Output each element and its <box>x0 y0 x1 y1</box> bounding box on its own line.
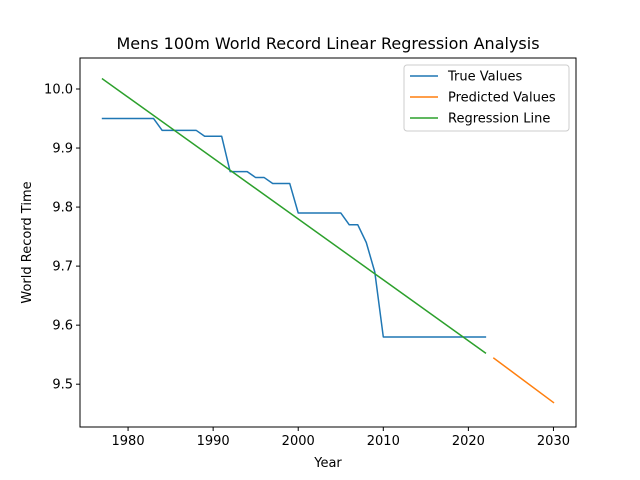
legend-label-0: True Values <box>447 70 522 85</box>
plot-frame <box>79 57 577 428</box>
plot-lines <box>101 77 555 404</box>
y-axis: 9.5 9.6 9.7 9.8 9.9 10.0 <box>44 82 80 393</box>
x-tick-label-0: 1980 <box>112 434 145 449</box>
legend-box <box>403 64 570 132</box>
x-tick-label-3: 2010 <box>367 434 400 449</box>
y-tick-label-2: 9.7 <box>52 260 73 275</box>
chart-title: Mens 100m World Record Linear Regression… <box>116 34 539 53</box>
y-tick-label-4: 9.9 <box>52 142 73 157</box>
x-tick-label-4: 2020 <box>452 434 485 449</box>
y-tick-label-3: 9.8 <box>52 201 73 216</box>
legend: True Values Predicted Values Regression Li… <box>403 64 570 132</box>
x-tick-label-2: 2000 <box>282 434 315 449</box>
legend-label-2: Regression Line <box>448 112 550 127</box>
x-axis: 1980 1990 2000 2010 2020 2030 <box>112 427 570 449</box>
legend-label-1: Predicted Values <box>448 91 556 106</box>
y-tick-label-1: 9.6 <box>52 319 73 334</box>
y-tick-label-0: 9.5 <box>52 378 73 393</box>
y-tick-label-5: 10.0 <box>44 82 73 97</box>
series-line-1 <box>492 357 555 404</box>
y-axis-label: World Record Time <box>20 181 35 303</box>
x-tick-label-5: 2030 <box>537 434 570 449</box>
series-line-2 <box>101 77 487 354</box>
x-axis-label: Year <box>313 456 342 471</box>
x-tick-label-1: 1990 <box>197 434 230 449</box>
series-line-0 <box>101 117 487 338</box>
